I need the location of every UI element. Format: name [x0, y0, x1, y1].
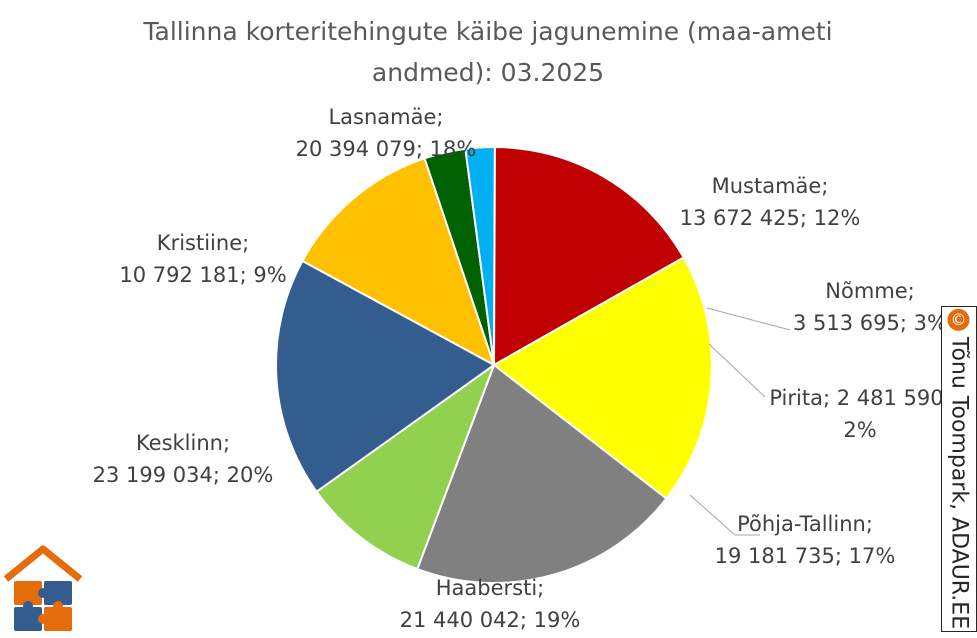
- copyright-icon: ©: [948, 308, 970, 331]
- pie-slice-mustamäe: [301, 157, 496, 368]
- data-label-haabersti: Haabersti; 21 440 042; 19%: [400, 576, 581, 632]
- data-label-line: Põhja-Tallinn;: [737, 512, 873, 536]
- data-label-lasnamäe: Lasnamäe; 20 394 079; 18%: [296, 105, 477, 161]
- data-label-põhja-tallinn: Põhja-Tallinn; 19 181 735; 17%: [715, 512, 896, 568]
- logo-knob-2: [23, 601, 33, 611]
- leader-line-põhja-tallinn: [689, 494, 760, 536]
- data-label-line: 3 513 695; 3%: [793, 311, 947, 335]
- copyright-watermark: © Tõnu Toompark, ADAUR.EE: [941, 306, 977, 632]
- data-label-line: Nõmme;: [825, 279, 914, 303]
- logo-knob-3: [53, 601, 63, 611]
- pie-slice-kristiine: [315, 362, 497, 571]
- data-label-line: 2%: [843, 418, 876, 442]
- data-label-line: 19 181 735; 17%: [715, 544, 896, 568]
- data-labels: Mustamäe; 13 672 425; 12% Nõmme; 3 513 695;…: [93, 105, 951, 632]
- data-label-nõmme: Nõmme; 3 513 695; 3%: [793, 279, 947, 335]
- data-label-line: Haabersti;: [436, 576, 545, 600]
- pie-slice-kesklinn: [416, 363, 668, 584]
- pie-slice-põhja-tallinn: [492, 145, 686, 367]
- logo-piece-3: [14, 607, 42, 631]
- logo-knob-4: [38, 614, 48, 624]
- data-label-line: 23 199 034; 20%: [93, 463, 274, 487]
- logo-piece-2: [44, 581, 72, 605]
- house-puzzle-logo: [3, 545, 83, 631]
- logo-piece-1: [14, 581, 42, 605]
- leader-line-pirita: [708, 343, 766, 398]
- data-label-line: Mustamäe;: [712, 174, 829, 198]
- data-label-line: Pirita; 2 481 590;: [769, 386, 950, 410]
- leader-line-nõmme: [706, 307, 791, 331]
- data-label-mustamäe: Mustamäe; 13 672 425; 12%: [680, 174, 861, 230]
- logo-roof: [3, 545, 83, 582]
- chart-title-line-1: Tallinna korteritehingute käibe jagunemi…: [142, 17, 832, 46]
- data-label-pirita: Pirita; 2 481 590; 2%: [769, 386, 950, 442]
- pie-slice-lasnamäe: [275, 259, 496, 494]
- data-label-line: 21 440 042; 19%: [400, 608, 581, 632]
- watermark-text: Tõnu Toompark, ADAUR.EE: [946, 336, 972, 630]
- logo-knob-1: [38, 588, 48, 598]
- data-label-kristiine: Kristiine; 10 792 181; 9%: [119, 231, 286, 287]
- pie-slices: [275, 145, 713, 584]
- data-label-line: 13 672 425; 12%: [680, 206, 861, 230]
- data-label-line: 20 394 079; 18%: [296, 137, 477, 161]
- logo-piece-4: [44, 607, 72, 631]
- data-label-line: Kesklinn;: [136, 431, 230, 455]
- data-label-kesklinn: Kesklinn; 23 199 034; 20%: [93, 431, 274, 487]
- data-label-line: Lasnamäe;: [328, 105, 443, 129]
- leader-lines: [689, 307, 791, 536]
- data-label-line: Kristiine;: [157, 231, 249, 255]
- data-label-line: 10 792 181; 9%: [119, 263, 286, 287]
- pie-slice-haabersti: [492, 256, 713, 500]
- chart-title-line-2: andmed): 03.2025: [372, 58, 604, 87]
